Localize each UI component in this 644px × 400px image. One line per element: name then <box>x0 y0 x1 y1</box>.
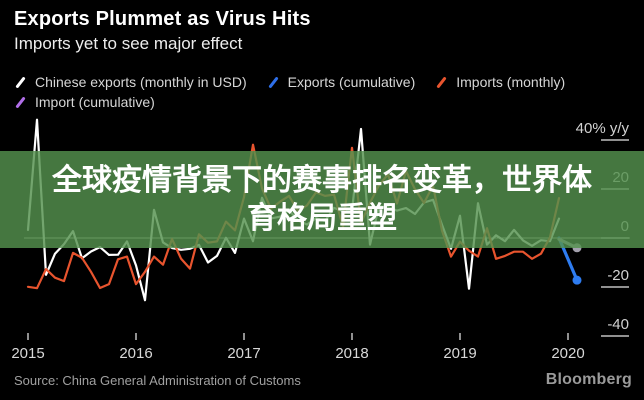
legend-label: Chinese exports (monthly in USD) <box>35 74 247 90</box>
legend-item-imports-monthly: Imports (monthly) <box>435 74 565 90</box>
x-tick-label: 2015 <box>11 345 44 362</box>
bloomberg-logo: Bloomberg <box>545 371 632 388</box>
y-tick-label: 40% y/y <box>576 120 630 137</box>
slash-marker-icon <box>15 75 26 89</box>
legend: Chinese exports (monthly in USD) Exports… <box>14 74 630 110</box>
x-tick-label: 2017 <box>227 345 260 362</box>
chart-title: Exports Plummet as Virus Hits <box>14 8 311 30</box>
slash-marker-icon <box>15 95 26 109</box>
x-tick-label: 2019 <box>443 345 476 362</box>
y-tick-label: -40 <box>607 316 629 333</box>
legend-label: Exports (cumulative) <box>287 74 416 90</box>
legend-label: Import (cumulative) <box>35 94 155 110</box>
legend-item-chinese-exports: Chinese exports (monthly in USD) <box>14 74 247 90</box>
banner-text-line1: 全球疫情背景下的赛事排名变革，世界体 <box>52 163 592 197</box>
headline-banner-overlay: 全球疫情背景下的赛事排名变革，世界体 育格局重塑 <box>0 151 644 248</box>
slash-marker-icon <box>267 75 279 89</box>
legend-item-import-cumulative: Import (cumulative) <box>14 94 155 110</box>
legend-item-exports-cumulative: Exports (cumulative) <box>267 74 416 90</box>
series-end-marker <box>572 275 582 285</box>
banner-text-line2: 育格局重塑 <box>247 201 397 235</box>
legend-label: Imports (monthly) <box>456 74 566 90</box>
x-tick-label: 2016 <box>119 345 152 362</box>
source-credit: Source: China General Administration of … <box>14 373 301 388</box>
x-tick-label: 2018 <box>335 345 368 362</box>
slash-marker-icon <box>436 75 447 89</box>
chart-subtitle: Imports yet to see major effect <box>14 34 243 53</box>
x-tick-label: 2020 <box>551 345 584 362</box>
y-tick-label: -20 <box>607 267 629 284</box>
